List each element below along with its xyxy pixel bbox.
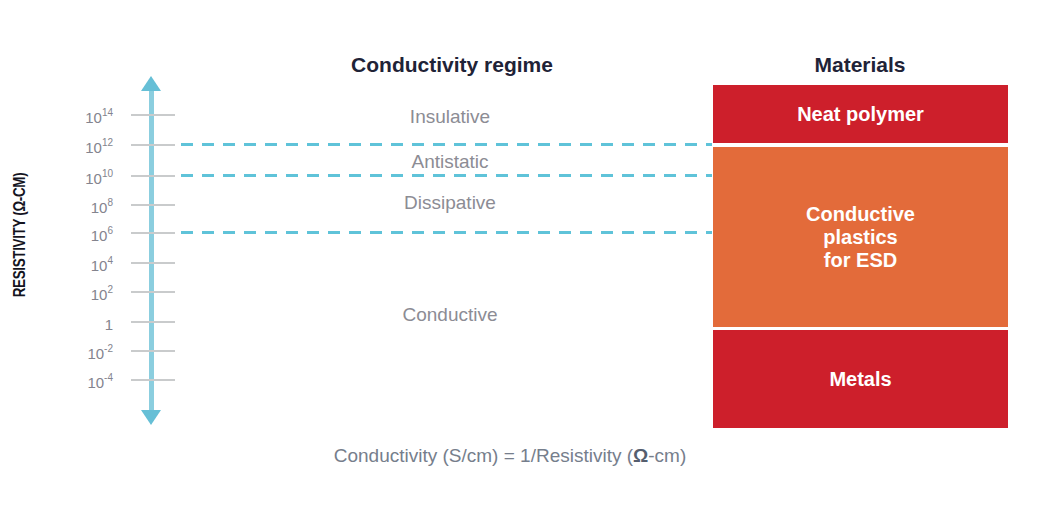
dashed-threshold-line-1e10 — [181, 174, 712, 177]
tick-line — [131, 114, 175, 116]
conductivity-formula: Conductivity (S/cm) = 1/Resistivity (Ω-c… — [160, 445, 860, 467]
tick-line — [131, 144, 175, 146]
tick-line — [131, 350, 175, 352]
tick-label: 1012 — [40, 133, 113, 159]
tick-line — [131, 175, 175, 177]
tick-label: 10-2 — [40, 339, 113, 365]
tick-line — [131, 321, 175, 323]
formula-suffix: -cm) — [648, 445, 686, 466]
omega-symbol: Ω — [633, 445, 648, 466]
dashed-threshold-line-1e12 — [181, 143, 712, 146]
material-box-metals: Metals — [713, 330, 1008, 428]
conductivity-regime-header: Conductivity regime — [302, 53, 602, 77]
material-box-conductive-plastics: Conductive plastics for ESD — [713, 147, 1008, 327]
material-box-neat-polymer: Neat polymer — [713, 85, 1008, 143]
tick-line — [131, 379, 175, 381]
tick-line — [131, 291, 175, 293]
tick-line — [131, 232, 175, 234]
tick-line — [131, 204, 175, 206]
arrow-down-icon — [141, 410, 161, 425]
regime-label-antistatic: Antistatic — [300, 151, 600, 173]
materials-header: Materials — [760, 53, 960, 77]
material-label-line: plastics — [823, 226, 897, 249]
tick-label: 108 — [40, 193, 113, 219]
tick-label: 10-4 — [40, 368, 113, 394]
tick-label: 102 — [40, 280, 113, 306]
y-axis-title: RESISTIVITY (Ω-CM) — [11, 143, 33, 328]
tick-label: 1010 — [40, 164, 113, 190]
resistivity-conductivity-chart: RESISTIVITY (Ω-CM) 1014 1012 1010 108 10… — [0, 0, 1042, 506]
tick-label: 106 — [40, 221, 113, 247]
regime-label-conductive: Conductive — [300, 304, 600, 326]
material-label: Metals — [829, 368, 891, 391]
tick-label: 1 — [40, 310, 113, 336]
arrow-up-icon — [141, 76, 161, 91]
material-label-line: Conductive — [806, 203, 915, 226]
regime-label-dissipative: Dissipative — [300, 192, 600, 214]
tick-line — [131, 262, 175, 264]
regime-label-insulative: Insulative — [300, 106, 600, 128]
dashed-threshold-line-1e6 — [181, 231, 712, 234]
y-axis-line — [149, 88, 154, 412]
material-label: Neat polymer — [797, 103, 924, 126]
tick-label: 104 — [40, 251, 113, 277]
tick-label: 1014 — [40, 103, 113, 129]
formula-prefix: Conductivity (S/cm) = 1/Resistivity ( — [334, 445, 633, 466]
material-label-line: for ESD — [824, 249, 897, 272]
